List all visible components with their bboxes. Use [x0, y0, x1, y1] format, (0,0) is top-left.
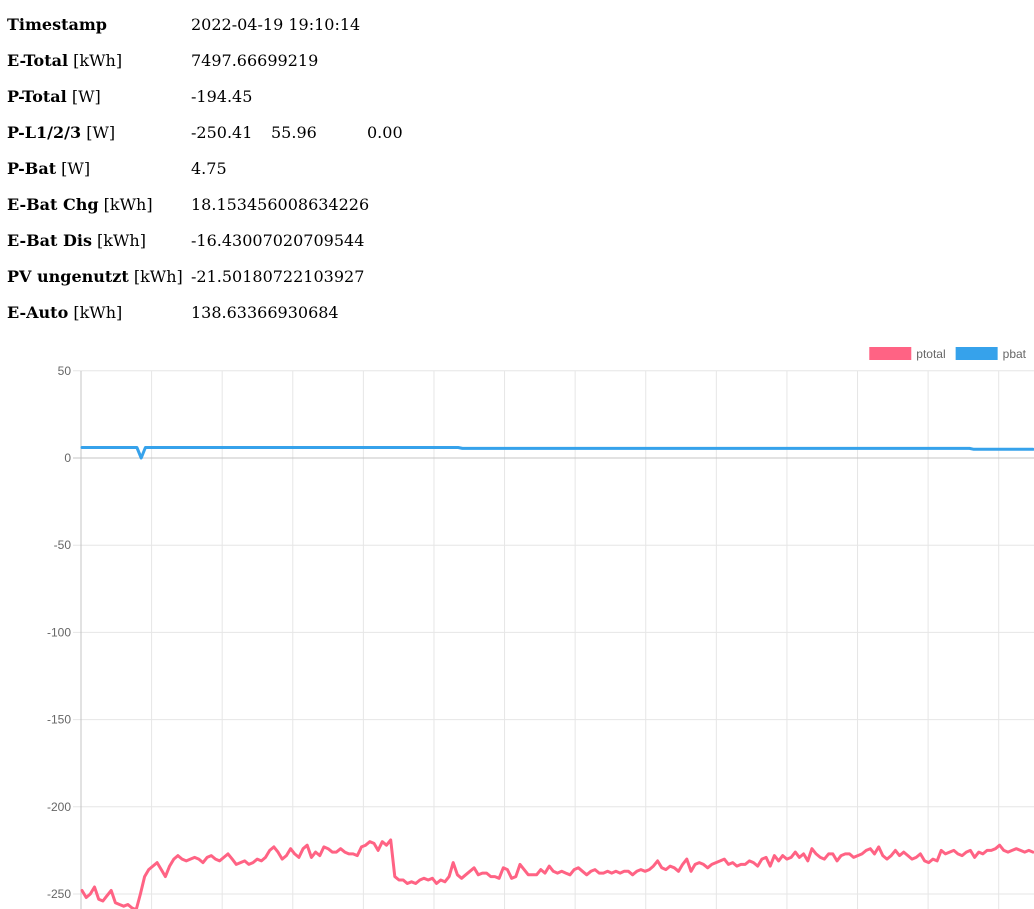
metric-value-part: 0.00: [367, 122, 403, 142]
legend-swatch-pbat[interactable]: [955, 347, 998, 360]
y-tick-label: 0: [64, 451, 71, 465]
y-tick-label: 50: [58, 364, 72, 378]
metric-row: Timestamp 2022-04-19 19:10:14: [5, 6, 405, 42]
metric-unit: [W]: [56, 158, 91, 178]
metric-label: E-Bat Dis [kWh]: [5, 222, 189, 258]
metric-label: P-L1/2/3 [W]: [5, 114, 189, 150]
metric-name: E-Total: [7, 50, 69, 70]
metric-name: PV ungenutzt: [7, 266, 129, 286]
metric-row: PV ungenutzt [kWh] -21.50180722103927: [5, 258, 405, 294]
metric-name: E-Bat Dis: [7, 230, 92, 250]
metric-unit: [W]: [81, 122, 116, 142]
metric-unit: [kWh]: [91, 230, 146, 250]
legend-label-ptotal[interactable]: ptotal: [916, 347, 945, 361]
metric-label: PV ungenutzt [kWh]: [5, 258, 189, 294]
metric-value-part: -250.41: [191, 122, 253, 142]
metric-unit: [kWh]: [68, 302, 123, 322]
legend-label-pbat[interactable]: pbat: [1003, 347, 1027, 361]
metric-value-part: 55.96: [271, 122, 317, 142]
y-tick-label: -150: [47, 713, 71, 727]
metric-value: 7497.66699219: [191, 50, 319, 70]
metric-name: Timestamp: [7, 14, 107, 34]
metric-label: P-Bat [W]: [5, 150, 189, 186]
y-tick-label: -50: [54, 538, 72, 552]
metric-row: P-Total [W] -194.45: [5, 78, 405, 114]
metrics-table: Timestamp 2022-04-19 19:10:14 E-Total [kWh…: [5, 6, 405, 330]
metric-row: E-Auto [kWh] 138.63366930684: [5, 294, 405, 330]
metric-row: E-Bat Chg [kWh] 18.153456008634226: [5, 186, 405, 222]
metric-label: E-Bat Chg [kWh]: [5, 186, 189, 222]
series-line-ptotal: [80, 838, 1034, 909]
y-tick-label: -100: [47, 625, 71, 639]
metric-row: P-L1/2/3 [W] -250.41 55.96 0.00: [5, 114, 405, 150]
metric-row: P-Bat [W] 4.75: [5, 150, 405, 186]
metric-value: -21.50180722103927: [191, 266, 365, 286]
legend-swatch-ptotal[interactable]: [869, 347, 912, 360]
metric-label: E-Auto [kWh]: [5, 294, 189, 330]
metric-unit: [kWh]: [128, 266, 183, 286]
metric-label: P-Total [W]: [5, 78, 189, 114]
metric-value: 18.153456008634226: [191, 194, 370, 214]
metric-label: Timestamp: [5, 6, 189, 42]
metric-unit: [kWh]: [68, 50, 123, 70]
power-chart: 50 0 -50 -100 -150 -200 -250 ptotal pbat: [47, 347, 1034, 909]
metric-name: P-Total: [7, 86, 67, 106]
y-tick-label: -250: [47, 887, 71, 901]
metric-label: E-Total [kWh]: [5, 42, 189, 78]
metric-unit: [W]: [66, 86, 101, 106]
metric-value: -194.45: [191, 86, 253, 106]
metric-name: E-Bat Chg: [7, 194, 99, 214]
metric-name: E-Auto: [7, 302, 69, 322]
metric-value: 138.63366930684: [191, 302, 339, 322]
metric-value: -16.43007020709544: [191, 230, 365, 250]
metric-row: E-Bat Dis [kWh] -16.43007020709544: [5, 222, 405, 258]
series-line-pbat: [80, 446, 1034, 460]
metric-value: -250.41 55.96 0.00: [189, 114, 405, 150]
metric-unit: [kWh]: [98, 194, 153, 214]
metric-value: 2022-04-19 19:10:14: [191, 14, 361, 34]
metric-row: E-Total [kWh] 7497.66699219: [5, 42, 405, 78]
metric-name: P-Bat: [7, 158, 57, 178]
metric-value: 4.75: [191, 158, 227, 178]
metric-name: P-L1/2/3: [7, 122, 82, 142]
y-tick-label: -200: [47, 800, 71, 814]
